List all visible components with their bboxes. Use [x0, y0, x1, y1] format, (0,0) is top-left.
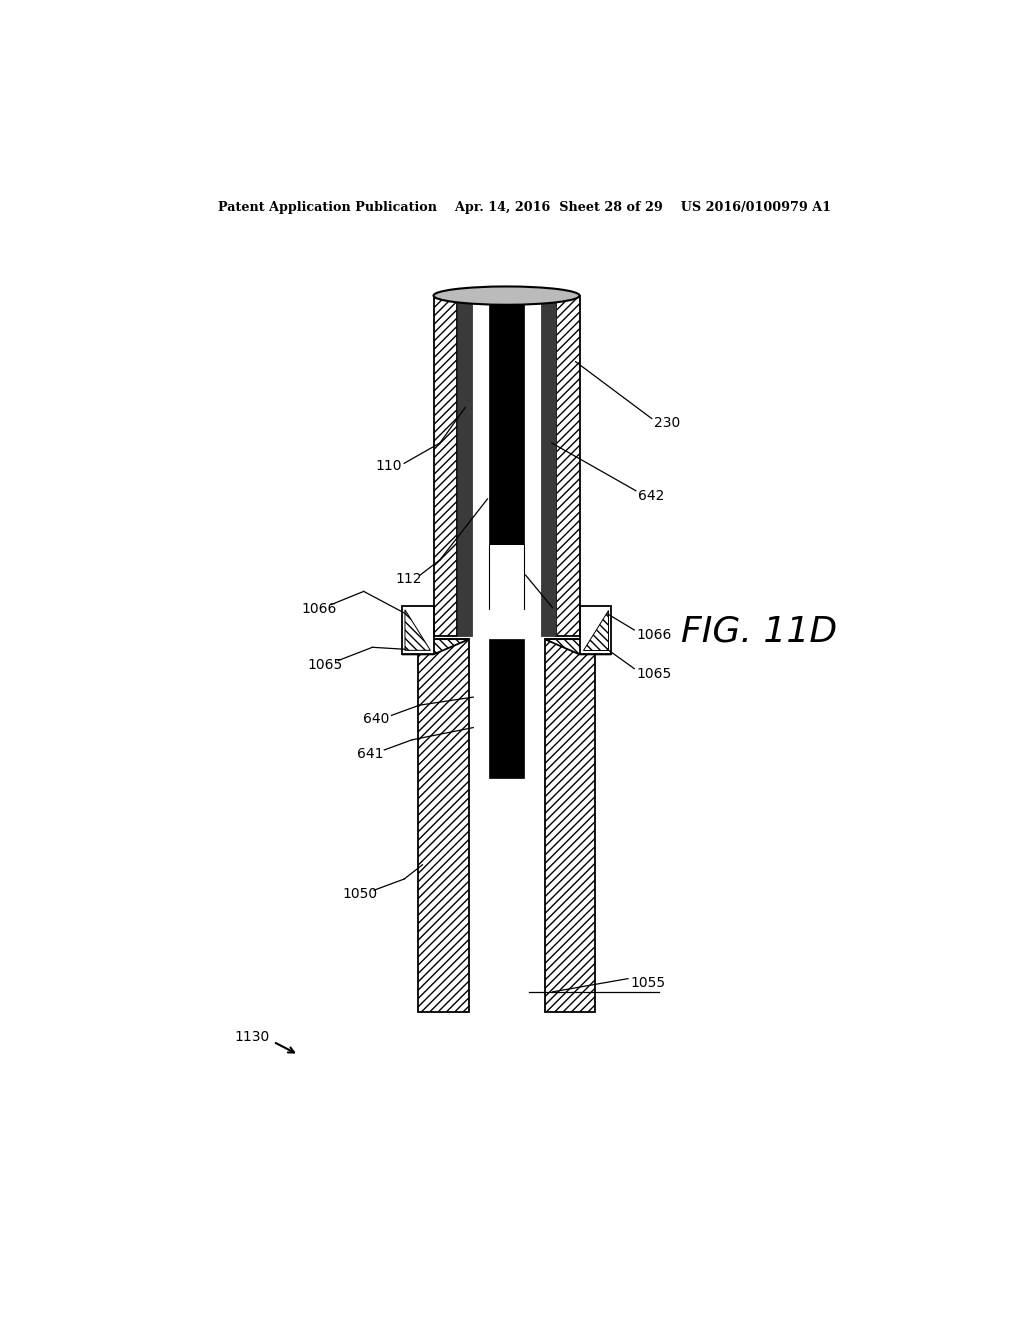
Text: 641: 641: [357, 747, 384, 762]
Text: 112: 112: [395, 572, 422, 586]
Text: FIG. 11D: FIG. 11D: [681, 614, 837, 648]
Polygon shape: [401, 606, 433, 655]
Polygon shape: [489, 639, 524, 779]
Text: Patent Application Publication    Apr. 14, 2016  Sheet 28 of 29    US 2016/01009: Patent Application Publication Apr. 14, …: [218, 201, 831, 214]
Text: 1066: 1066: [301, 602, 336, 615]
Text: 1130: 1130: [234, 1030, 269, 1044]
Polygon shape: [542, 296, 556, 636]
Polygon shape: [545, 639, 595, 1012]
Polygon shape: [419, 639, 469, 1012]
Ellipse shape: [433, 286, 580, 305]
Polygon shape: [489, 545, 524, 609]
Text: 642: 642: [638, 488, 665, 503]
Text: 1066: 1066: [637, 628, 672, 642]
Polygon shape: [472, 296, 542, 636]
Polygon shape: [458, 296, 472, 636]
Text: 1065: 1065: [637, 667, 672, 681]
Text: 640: 640: [362, 713, 389, 726]
Polygon shape: [458, 296, 556, 636]
Polygon shape: [469, 639, 545, 1012]
Polygon shape: [433, 296, 458, 636]
Polygon shape: [401, 639, 469, 655]
Polygon shape: [580, 606, 611, 655]
Text: 1050: 1050: [342, 887, 378, 902]
Text: 1055: 1055: [631, 975, 666, 990]
Polygon shape: [489, 296, 524, 545]
Polygon shape: [545, 639, 611, 655]
Text: 231: 231: [555, 606, 582, 619]
Text: 110: 110: [376, 459, 402, 474]
Text: 1065: 1065: [307, 657, 343, 672]
Polygon shape: [556, 296, 580, 636]
Text: 230: 230: [654, 416, 680, 430]
